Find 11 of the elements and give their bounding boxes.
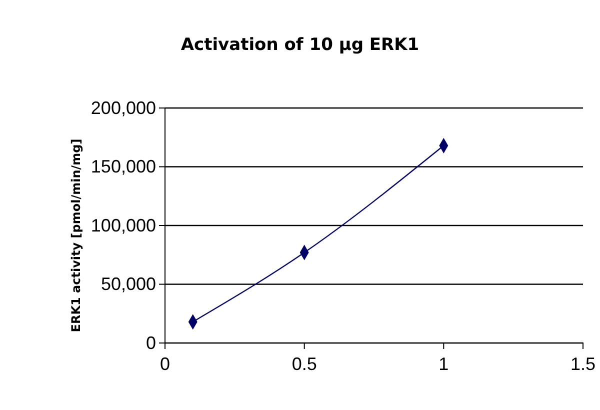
y-tick-label: 150,000 <box>90 156 156 177</box>
y-tick-label: 200,000 <box>90 98 156 118</box>
x-tick-label: 0 <box>160 354 170 374</box>
x-tick-label: 0.5 <box>292 354 317 374</box>
y-tick-label: 50,000 <box>100 274 156 294</box>
y-tick-label: 100,000 <box>90 215 156 236</box>
x-tick-label: 1.5 <box>570 354 596 374</box>
chart-title: Activation of 10 µg ERK1 <box>180 35 420 55</box>
y-axis-title: ERK1 activity [pmol/min/mg] <box>69 138 83 332</box>
y-tick-label: 0 <box>146 332 156 353</box>
x-tick-label: 1 <box>438 354 449 374</box>
